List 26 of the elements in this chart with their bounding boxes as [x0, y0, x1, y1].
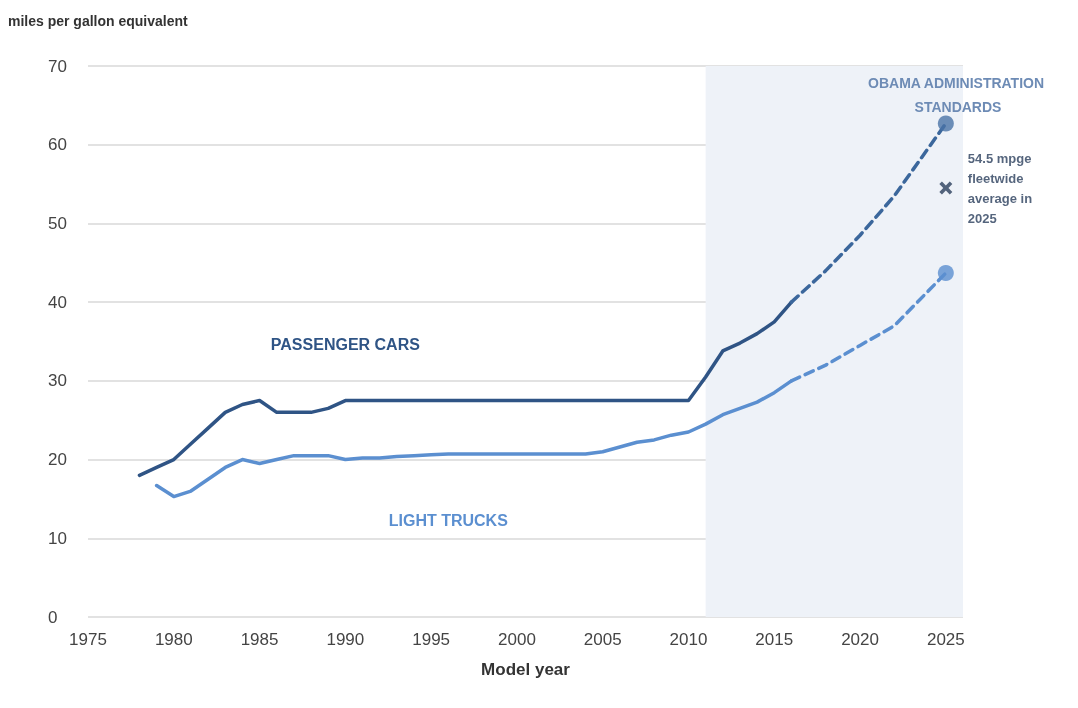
annotation: 54.5 mpge fleetwide average in 2025: [967, 150, 1033, 226]
x-tick-label: 2025: [926, 630, 965, 649]
x-tick-label: 2020: [841, 630, 879, 649]
band-label: OBAMA ADMINISTRATION STANDARDS: [868, 75, 1048, 115]
text: LIGHT TRUCKS: [388, 511, 509, 529]
x-tick-label: 2005: [583, 630, 622, 649]
y-tick-label: 50: [48, 213, 67, 233]
x-tick-label: 1990: [326, 630, 365, 649]
line-series: [137, 300, 794, 478]
y-axis-title: miles per gallon equivalent: [8, 13, 189, 29]
y-tick-label: 10: [48, 528, 67, 548]
text: PASSENGER CARS: [270, 336, 421, 354]
y-tick-label: 60: [48, 135, 67, 155]
x-tick-label: 2000: [498, 630, 536, 649]
y-tick-label: 0: [48, 607, 58, 627]
x-tick-label: 1995: [412, 630, 451, 649]
x-tick-label: 2010: [669, 630, 708, 649]
x-axis-title: Model year: [481, 660, 571, 679]
y-tick-label: 70: [48, 56, 67, 76]
x-tick-label: 1980: [154, 630, 193, 649]
x-tick-label: 1985: [240, 630, 279, 649]
x-tick-label: 1975: [69, 630, 107, 649]
y-tick-label: 30: [48, 371, 67, 391]
y-tick-label: 20: [48, 450, 67, 470]
y-tick-label: 40: [48, 292, 67, 312]
x-tick-label: 2015: [755, 630, 794, 649]
